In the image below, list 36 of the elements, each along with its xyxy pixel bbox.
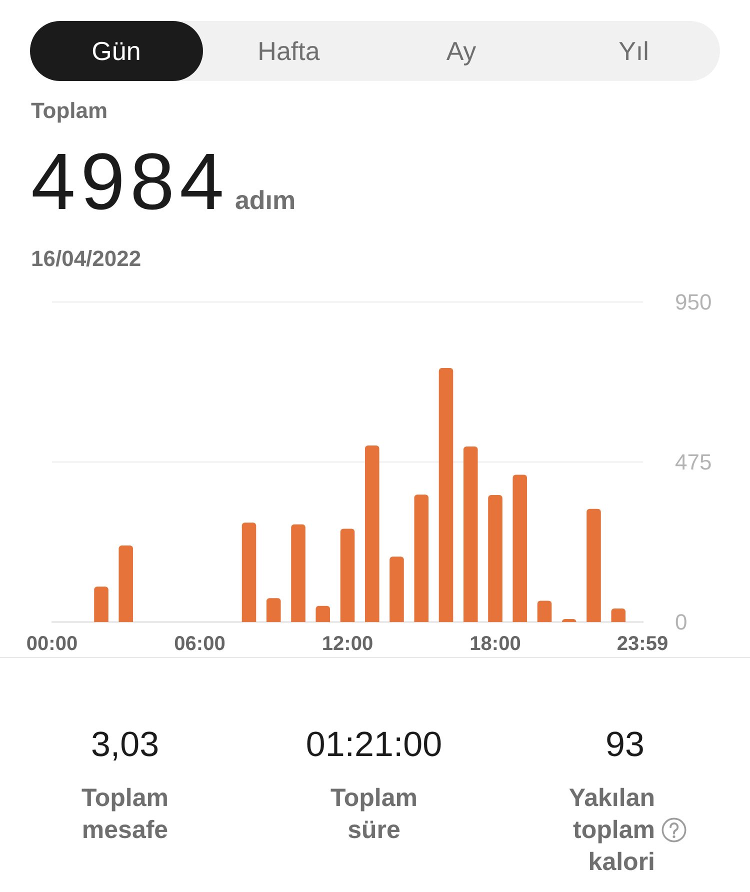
segmented-control: Gün Hafta Ay Yıl — [30, 21, 720, 81]
bar — [512, 474, 528, 622]
text: 01:21:00 — [306, 724, 442, 766]
bar — [537, 600, 552, 622]
text: 3,03 — [90, 724, 160, 766]
text: adım — [234, 185, 296, 216]
bar — [340, 528, 355, 622]
bar — [291, 524, 306, 622]
bar — [242, 522, 256, 622]
bar — [463, 446, 478, 622]
bar — [488, 495, 502, 622]
text: 93 — [606, 724, 644, 766]
x-tick-label: 06:00 — [174, 633, 226, 655]
y-tick-label: 950 — [675, 290, 712, 314]
y-tick-label: 475 — [675, 450, 712, 474]
x-tick-label: 18:00 — [470, 633, 521, 655]
bar — [118, 546, 134, 622]
y-tick-label: 0 — [675, 610, 688, 634]
bar — [266, 598, 281, 622]
bar — [586, 508, 601, 622]
bar — [364, 445, 380, 622]
text: Yakılan toplam kalori — [568, 783, 655, 878]
bar — [390, 556, 404, 622]
bar — [414, 494, 429, 622]
chart-title: Toplam — [31, 98, 108, 124]
x-tick-label: 00:00 — [26, 633, 78, 655]
x-tick-label: 12:00 — [322, 633, 374, 655]
bar — [94, 586, 108, 622]
chart-subtitle: 16/04/2022 — [31, 246, 142, 272]
bar — [438, 368, 454, 622]
text: 4984 — [31, 137, 229, 226]
bar — [316, 606, 330, 622]
x-tick-label: 23:59 — [616, 633, 668, 655]
bar — [611, 608, 626, 622]
text: Toplam süre — [329, 783, 419, 846]
text: Toplam mesafe — [80, 783, 170, 846]
